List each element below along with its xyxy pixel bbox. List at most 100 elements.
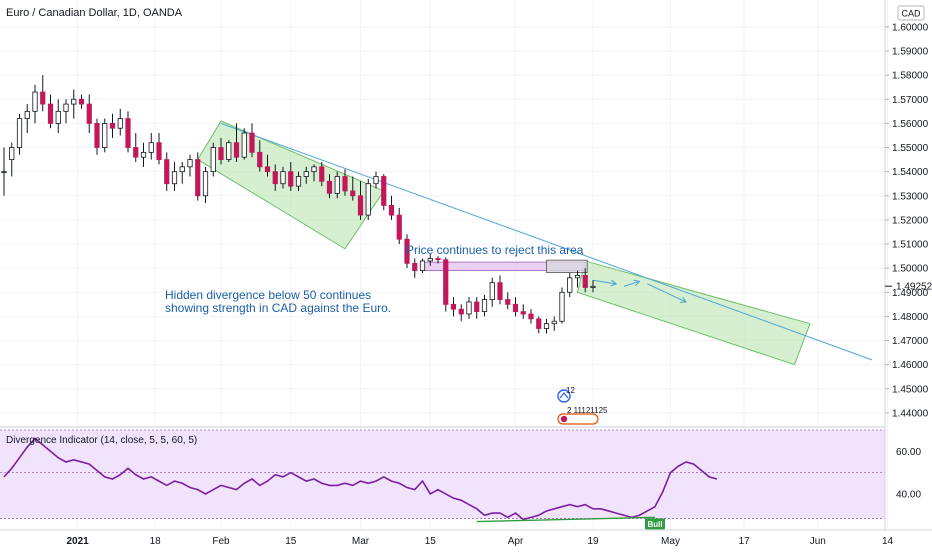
time-tick-label: Apr [508, 536, 524, 547]
candle-down [582, 275, 588, 288]
candle-down [78, 98, 85, 105]
candle-up [24, 110, 30, 119]
candle-up [226, 142, 232, 160]
candle-down [109, 123, 116, 129]
event-dot [560, 415, 568, 423]
price-tick-label: 1.48000 [892, 312, 929, 323]
price-tick-label: 1.58000 [892, 71, 929, 82]
candle-up [148, 142, 154, 153]
candle-up [280, 171, 286, 185]
candle-up [202, 171, 209, 197]
price-tick-label: 1.50000 [892, 264, 929, 275]
candle-down [288, 171, 294, 187]
price-tick-label: 1.52000 [892, 215, 929, 226]
price-tick-label: 1.46000 [892, 360, 929, 371]
candle-up [590, 285, 596, 288]
divergence-indicator: Bull [0, 429, 885, 530]
candle-down [94, 123, 100, 148]
candle-up [1, 171, 7, 174]
candle-up [303, 171, 309, 177]
candle-down [326, 180, 333, 194]
candle-down [512, 303, 519, 312]
candle-down [404, 238, 410, 264]
candle-up [241, 132, 247, 158]
trendline [220, 122, 873, 361]
currency-badge[interactable]: CAD [897, 5, 925, 21]
candle-down [396, 214, 402, 240]
candle-down [350, 190, 356, 197]
candle-down [195, 159, 201, 197]
price-tick-label: 1.44000 [892, 408, 929, 419]
candle-up [102, 123, 108, 148]
candle-up [187, 159, 193, 168]
price-tick-label: 1.53000 [892, 191, 929, 202]
projection-arrow [647, 283, 687, 303]
time-tick-label: Mar [352, 536, 370, 547]
candle-down [264, 166, 271, 173]
event-count: 12 [566, 386, 575, 395]
event-badge [557, 413, 599, 425]
candle-up [9, 147, 15, 160]
event-icon [557, 389, 571, 403]
candle-down [381, 176, 387, 206]
candle-up [373, 176, 379, 185]
price-tick-label: 1.57000 [892, 95, 929, 106]
last-price-label: 1.49252 [896, 282, 932, 293]
candle-down [47, 103, 54, 124]
candle-down [505, 299, 511, 305]
time-tick-label: 14 [882, 536, 894, 547]
price-tick-label: 1.56000 [892, 119, 929, 130]
divergence-line [476, 516, 656, 523]
candle-down [536, 318, 542, 329]
chart-title: Euro / Canadian Dollar, 1D, OANDA [6, 7, 183, 19]
price-tick-label: 1.59000 [892, 47, 929, 58]
candle-down [86, 103, 92, 124]
price-axis[interactable]: 1.60000 1.59000 1.58000 1.57000 1.56000 1.550… [885, 22, 932, 500]
candle-up [140, 151, 147, 158]
candle-up [559, 291, 565, 322]
candlestick-series [1, 75, 596, 334]
indicator-band [0, 430, 885, 519]
time-axis[interactable]: 2021 18 Feb 15 Mar 15 Apr 19 May 17 Jun 14 [67, 536, 894, 547]
time-tick-label: 19 [587, 536, 599, 547]
candle-down [257, 151, 263, 168]
candle-up [334, 176, 340, 194]
indicator-tick-label: 60.00 [896, 447, 921, 458]
price-tick-label: 1.45000 [892, 384, 929, 395]
candle-down [40, 91, 46, 105]
events-marker[interactable]: 12 2 11121125 [557, 386, 608, 425]
candle-up [311, 166, 317, 173]
divergence-annotation-line2: showing strength in CAD against the Euro… [165, 301, 391, 315]
price-tick-label: 1.60000 [892, 22, 929, 33]
candle-down [520, 311, 526, 315]
time-tick-label: 2021 [67, 536, 90, 547]
candle-up [63, 103, 69, 112]
candle-up [295, 176, 302, 187]
candle-down [233, 142, 240, 158]
candle-down [125, 118, 131, 148]
bull-label: Bull [647, 520, 662, 529]
candle-up [55, 110, 61, 124]
candle-up [551, 320, 557, 325]
projection-arrow [592, 279, 617, 285]
candle-up [419, 260, 426, 271]
event-codes: 2 11121125 [567, 406, 608, 415]
candle-down [319, 166, 325, 182]
bull-label-box [645, 518, 665, 530]
candle-down [133, 147, 139, 158]
candle-up [16, 118, 23, 148]
candle-up [171, 171, 178, 185]
projection-arrowhead [679, 296, 687, 303]
time-tick-label: 18 [150, 536, 162, 547]
projection-arrow [623, 280, 640, 287]
candle-down [156, 142, 162, 160]
indicator-tick-label: 40.00 [896, 489, 921, 500]
price-tick-label: 1.49000 [892, 288, 929, 299]
candle-up [574, 275, 581, 279]
candle-up [481, 299, 488, 312]
candle-down [443, 259, 449, 305]
time-tick-label: 15 [285, 536, 297, 547]
candle-up [210, 147, 216, 173]
